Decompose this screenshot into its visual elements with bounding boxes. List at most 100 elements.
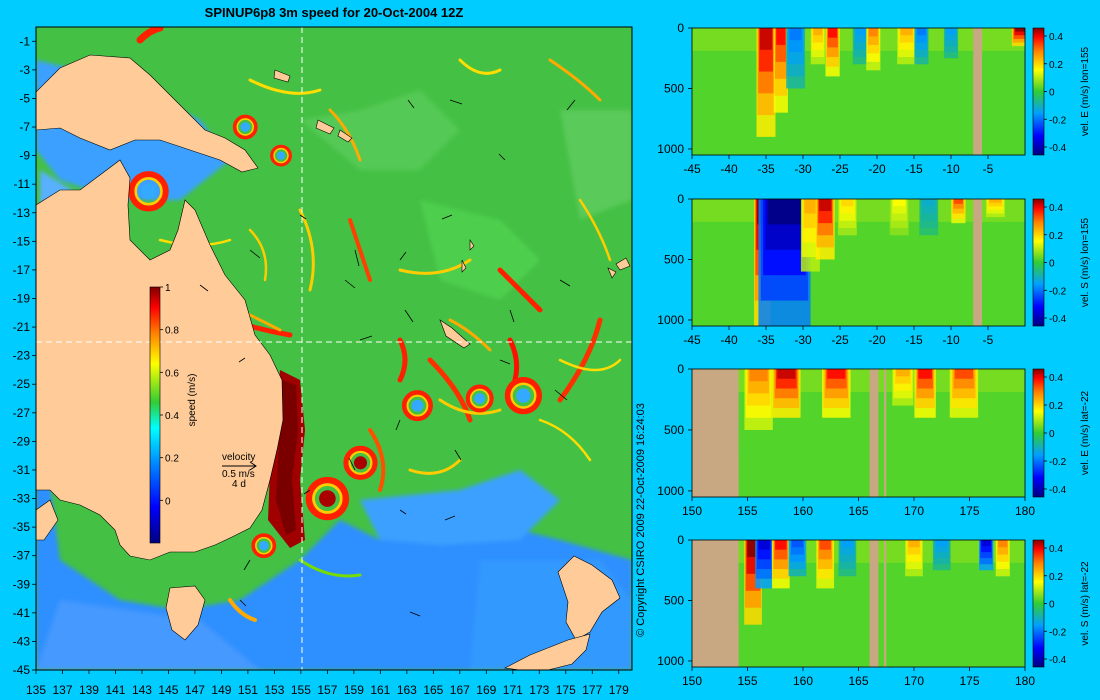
map-y-tick-label: -45: [13, 663, 31, 677]
section-land: [884, 369, 887, 497]
section-x-tick-label: -45: [683, 333, 701, 347]
map-y-tick-label: -37: [13, 549, 31, 563]
map-y-tick-label: -29: [13, 434, 31, 448]
section-x-tick-label: 165: [848, 504, 868, 518]
section-x-tick-label: 160: [793, 674, 813, 688]
map-y-tick-label: -33: [13, 492, 31, 506]
section-y-tick-label: 1000: [657, 313, 684, 327]
map-colorbar: 0 0.2 0.4 0.6 0.8 1 speed (m/s): [149, 283, 198, 544]
velocity-arrows: [199, 99, 576, 617]
section-y-tick-label: 0: [677, 533, 684, 547]
velocity-legend-scale: 0.5 m/s: [222, 469, 255, 480]
section-panel-s3: 150 155 160 165 170 175 180 0 500 1000 -0.4 -0.2 0 0.…: [657, 362, 1091, 518]
section-shelf: [692, 540, 739, 667]
map-y-tick-label: -5: [19, 91, 30, 105]
section-x-tick-label: -30: [794, 162, 812, 176]
velocity-legend-arrow: [222, 461, 257, 471]
section-x-tick-label: -15: [905, 162, 923, 176]
map-y-tick-label: -23: [13, 349, 31, 363]
section-land: [974, 199, 977, 326]
map-y-tick-label: -27: [13, 406, 31, 420]
section-x-tick-label: 150: [682, 504, 702, 518]
section-feature: [919, 199, 939, 236]
tasmania-land: [165, 585, 206, 641]
section-feature: [825, 28, 840, 77]
map-y-tick-label: -7: [19, 120, 30, 134]
map-x-tick-label: 159: [344, 683, 364, 697]
section-feature: [889, 199, 909, 236]
map-y-tick-label: -9: [19, 149, 30, 163]
speed-map: velocity 0.5 m/s 4 d 0 0.2 0.4 0.6 0.8 1 spee…: [13, 26, 633, 697]
section-x-tick-label: -5: [983, 333, 994, 347]
section-x-tick-label: 175: [959, 674, 979, 688]
section-feature: [866, 28, 881, 71]
section-feature: [943, 28, 959, 59]
map-y-tick-label: -39: [13, 577, 31, 591]
map-y-tick-label: -1: [19, 34, 30, 48]
map-colorbar-label: speed (m/s): [187, 374, 198, 427]
section-feature: [897, 28, 917, 65]
section-feature: [837, 199, 857, 236]
map-x-tick-label: 163: [397, 683, 417, 697]
section-panel-s1: -45 -40 -35 -30 -25 -20 -15 -10 -5 0 500 1000 -0.4 -0…: [657, 21, 1091, 176]
section-y-tick-label: 1000: [657, 142, 684, 156]
eddy: [465, 384, 494, 413]
section-feature: [756, 28, 776, 137]
section-colorbar: [1032, 27, 1045, 156]
section-feature: [995, 540, 1010, 577]
section-field: [692, 28, 1025, 155]
section-shelf: [692, 369, 739, 497]
map-colorbar-tick-label: 0: [165, 496, 171, 507]
section-field: [692, 540, 1025, 667]
section-x-tick-label: -40: [720, 162, 738, 176]
section-feature: [914, 28, 929, 65]
section-colorbar-label: vel. E (m/s) lon=155: [1080, 46, 1091, 136]
section-field: [692, 369, 1025, 497]
section-frame: [691, 198, 1026, 327]
section-land: [869, 540, 879, 667]
map-y-tick-label: -11: [14, 177, 31, 191]
map-colorbar-tick-label: 1: [165, 283, 171, 294]
section-y-tick-label: 1000: [657, 484, 684, 498]
section-land: [974, 28, 977, 155]
eddy: [128, 171, 169, 212]
map-colorbar-tick-label: 0.2: [165, 454, 179, 465]
section-x-tick-label: -40: [720, 333, 738, 347]
section-colorbar: [1032, 198, 1045, 327]
eddy: [270, 144, 292, 167]
eddy: [305, 476, 350, 521]
map-title: SPINUP6p8 3m speed for 20-Oct-2004 12Z: [205, 5, 464, 20]
map-x-tick-label: 175: [556, 683, 576, 697]
map-x-tick-label: 143: [132, 683, 152, 697]
section-y-tick-label: 0: [677, 192, 684, 206]
section-feature: [951, 199, 966, 224]
section-feature: [979, 540, 994, 571]
section-x-tick-label: -20: [868, 162, 886, 176]
section-colorbar-tick-label: 0.4: [1049, 203, 1063, 214]
section-colorbar-label: vel. S (m/s) lat=-22: [1080, 561, 1091, 646]
section-land: [973, 199, 983, 326]
section-feature: [822, 369, 851, 418]
section-x-tick-label: -25: [831, 333, 849, 347]
section-colorbar: [1032, 368, 1045, 498]
map-x-tick-label: 177: [582, 683, 602, 697]
map-y-tick-label: -3: [19, 63, 30, 77]
map-x-tick-label: 165: [423, 683, 443, 697]
eddy: [401, 390, 433, 422]
eddy: [232, 114, 258, 140]
section-x-tick-label: -15: [905, 333, 923, 347]
section-y-tick-label: 500: [664, 423, 684, 437]
eddy: [251, 533, 277, 559]
section-colorbar-tick-label: 0.4: [1049, 544, 1063, 555]
section-panel-s4: 150 155 160 165 170 175 180 0 500 1000 -0.4 -0.2 0 0.…: [657, 533, 1091, 688]
section-x-tick-label: -35: [757, 162, 775, 176]
new-caledonia-land: [439, 319, 471, 349]
map-y-tick-label: -31: [13, 463, 31, 477]
map-x-tick-label: 135: [26, 683, 46, 697]
map-x-tick-label: 141: [105, 683, 125, 697]
section-land: [869, 369, 879, 497]
map-y-tick-label: -21: [13, 320, 31, 334]
map-x-tick-label: 157: [317, 683, 337, 697]
section-colorbar-tick-label: -0.4: [1049, 143, 1067, 154]
